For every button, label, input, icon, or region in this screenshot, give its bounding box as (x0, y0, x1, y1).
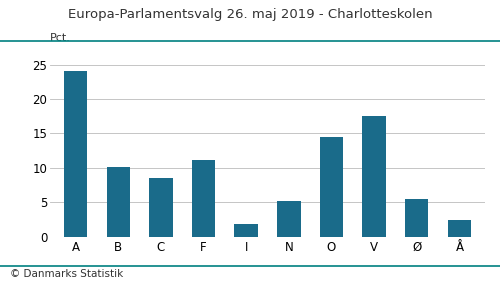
Bar (448, 220, 471, 237)
Bar (405, 199, 428, 237)
Bar (277, 201, 300, 237)
Text: Europa-Parlamentsvalg 26. maj 2019 - Charlotteskolen: Europa-Parlamentsvalg 26. maj 2019 - Cha… (68, 8, 432, 21)
Bar (234, 224, 258, 237)
Text: Pct.: Pct. (50, 33, 71, 43)
Bar (64, 71, 88, 237)
Bar (362, 116, 386, 237)
Bar (149, 178, 172, 237)
Bar (320, 137, 343, 237)
Bar (192, 160, 216, 237)
Text: © Danmarks Statistik: © Danmarks Statistik (10, 269, 123, 279)
Bar (106, 167, 130, 237)
